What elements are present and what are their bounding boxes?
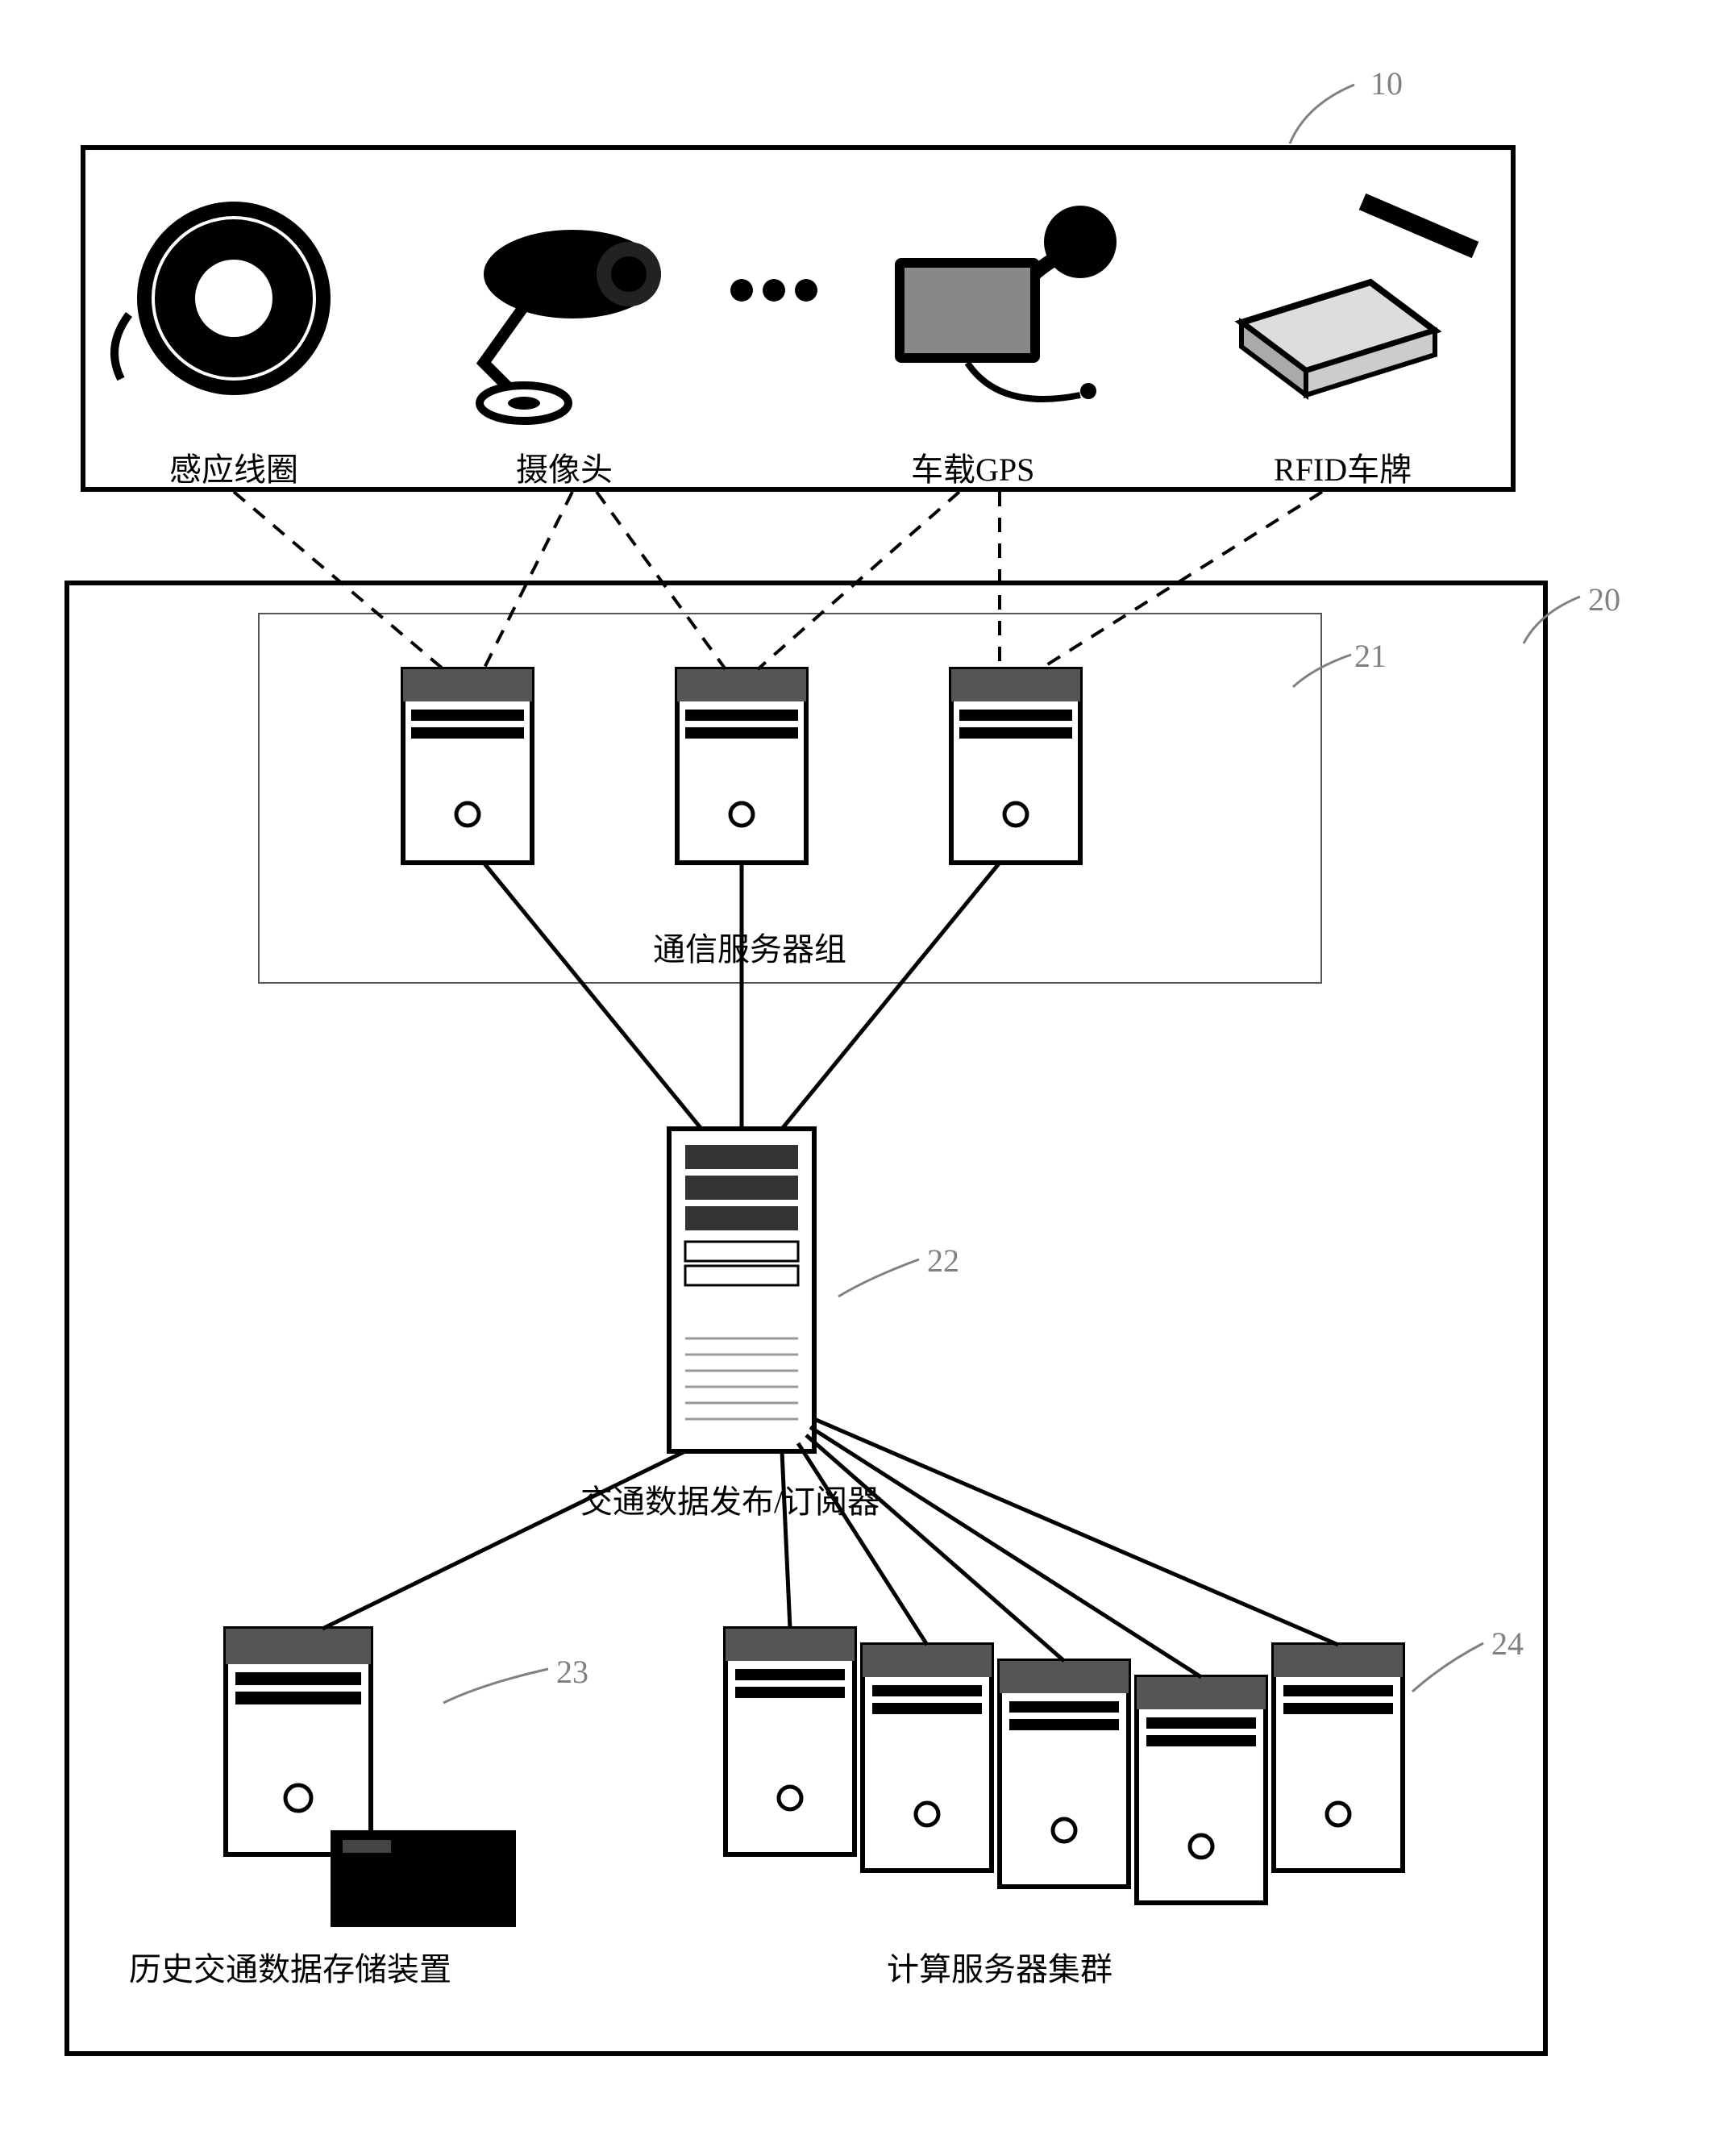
label-pubsub: 交通数据发布/订阅器 <box>580 1475 880 1522</box>
ref-24: 24 <box>1491 1625 1524 1663</box>
ref-20: 20 <box>1588 581 1620 618</box>
sensor-bar-box <box>81 145 1516 492</box>
ref-21: 21 <box>1354 637 1387 675</box>
ref-10: 10 <box>1370 65 1403 102</box>
label-camera: 摄像头 <box>516 443 613 490</box>
label-rfid: RFID车牌 <box>1274 443 1412 490</box>
ref-23: 23 <box>556 1653 588 1691</box>
label-history: 历史交通数据存储装置 <box>129 1943 451 1990</box>
system-diagram: 10 <box>32 32 1698 2124</box>
label-gps: 车载GPS <box>911 443 1034 490</box>
ref-22: 22 <box>927 1242 959 1280</box>
label-comm-servers: 通信服务器组 <box>653 923 846 970</box>
label-cluster: 计算服务器集群 <box>887 1943 1112 1990</box>
label-coil: 感应线圈 <box>169 443 298 490</box>
